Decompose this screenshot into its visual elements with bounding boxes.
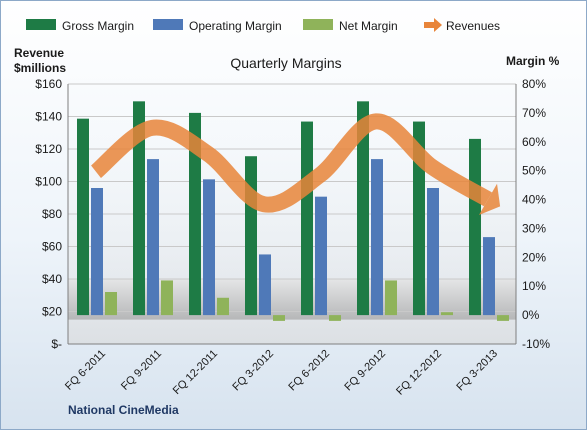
left-tick-label: $60	[42, 240, 62, 254]
chart-title: Quarterly Margins	[230, 55, 341, 71]
bar-operating-margin	[203, 179, 215, 316]
legend-label: Net Margin	[339, 19, 398, 33]
bar-gross-margin	[357, 101, 369, 316]
plot-area: $- $20 $40 $60 $80 $100 $120 $140 $160 -10% 0% 10% 2…	[35, 77, 550, 398]
bar-operating-margin	[427, 188, 439, 316]
bar-gross-margin	[77, 118, 89, 316]
category-label: FQ 3-2013	[454, 348, 500, 394]
legend-label: Gross Margin	[62, 19, 134, 33]
category-label: FQ 12-2012	[394, 348, 444, 398]
bar-net-margin	[329, 315, 341, 321]
category-label: FQ 9-2012	[342, 348, 388, 394]
legend-swatch	[303, 19, 333, 30]
right-tick-label: 60%	[522, 135, 546, 149]
right-axis-title: Margin %	[506, 54, 560, 68]
legend: Gross Margin Operating Margin Net Margin Re…	[26, 18, 500, 33]
bar-net-margin	[161, 280, 173, 316]
right-tick-label: 80%	[522, 77, 546, 91]
bar-gross-margin	[469, 138, 481, 316]
left-tick-label: $80	[42, 207, 62, 221]
left-axis-title-line1: Revenue	[14, 46, 64, 60]
right-tick-label: 50%	[522, 164, 546, 178]
category-label: FQ 6-2011	[63, 348, 108, 393]
right-tick-label: 0%	[522, 308, 540, 322]
bar-gross-margin	[301, 121, 313, 316]
left-tick-label: $-	[51, 337, 62, 351]
bar-gross-margin	[245, 156, 257, 316]
right-tick-label: 10%	[522, 279, 546, 293]
left-tick-label: $100	[35, 175, 62, 189]
right-tick-label: 40%	[522, 193, 546, 207]
bar-operating-margin	[91, 188, 103, 316]
category-label: FQ 3-2012	[230, 348, 276, 394]
left-tick-label: $40	[42, 272, 62, 286]
category-label: FQ 6-2012	[286, 348, 332, 394]
legend-swatch	[153, 19, 183, 30]
left-tick-label: $140	[35, 110, 62, 124]
revenues-line	[90, 113, 493, 213]
left-axis-title-line2: $millions	[14, 61, 66, 75]
bar-operating-margin	[147, 159, 159, 316]
bar-net-margin	[105, 292, 117, 316]
legend-swatch	[26, 19, 56, 30]
right-tick-label: -10%	[522, 337, 550, 351]
legend-revenues-arrow	[434, 18, 442, 32]
legend-label: Revenues	[446, 19, 500, 33]
bar-operating-margin	[371, 159, 383, 316]
revenues-arrowhead	[478, 183, 501, 215]
left-tick-label: $120	[35, 142, 62, 156]
bar-net-margin	[385, 280, 397, 316]
left-tick-label: $20	[42, 305, 62, 319]
right-tick-label: 20%	[522, 250, 546, 264]
right-tick-label: 30%	[522, 221, 546, 235]
category-label: FQ 9-2011	[119, 348, 164, 393]
footer-company-name: National CineMedia	[68, 403, 179, 417]
bar-net-margin	[441, 312, 453, 316]
right-tick-label: 70%	[522, 106, 546, 120]
bar-net-margin	[497, 315, 509, 321]
bar-operating-margin	[483, 237, 495, 316]
bar-net-margin	[217, 297, 229, 316]
bar-net-margin	[273, 315, 285, 321]
bar-gross-margin	[133, 101, 145, 316]
bar-operating-margin	[315, 196, 327, 316]
legend-label: Operating Margin	[189, 19, 282, 33]
category-label: FQ 12-2011	[171, 348, 220, 397]
bar-operating-margin	[259, 254, 271, 316]
left-tick-label: $160	[35, 77, 62, 91]
bar-gross-margin	[189, 112, 201, 316]
bar-gross-margin	[413, 121, 425, 316]
